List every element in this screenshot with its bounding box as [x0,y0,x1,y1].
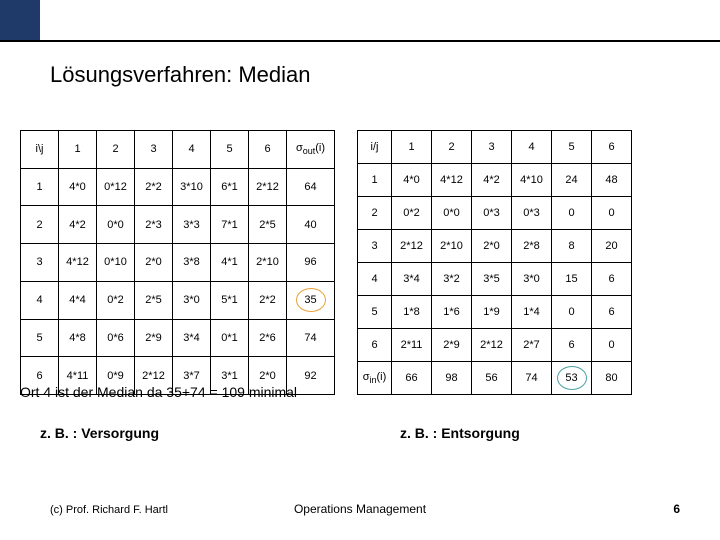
tables-container: i\j123456σout(i)14*00*122*23*106*12*1264… [20,130,632,395]
page-title: Lösungsverfahren: Median [50,62,311,88]
top-divider [0,40,720,42]
table-right: i/j12345614*04*124*24*10244820*20*00*30*… [357,130,632,395]
accent-bar [0,0,40,40]
median-note: Ort 4 ist der Median da 35+74 = 109 mini… [20,384,297,400]
example-right: z. B. : Entsorgung [400,425,520,441]
table-left: i\j123456σout(i)14*00*122*23*106*12*1264… [20,130,335,395]
footer-center: Operations Management [0,502,720,516]
example-left: z. B. : Versorgung [40,425,159,441]
footer-right: 6 [673,502,680,516]
